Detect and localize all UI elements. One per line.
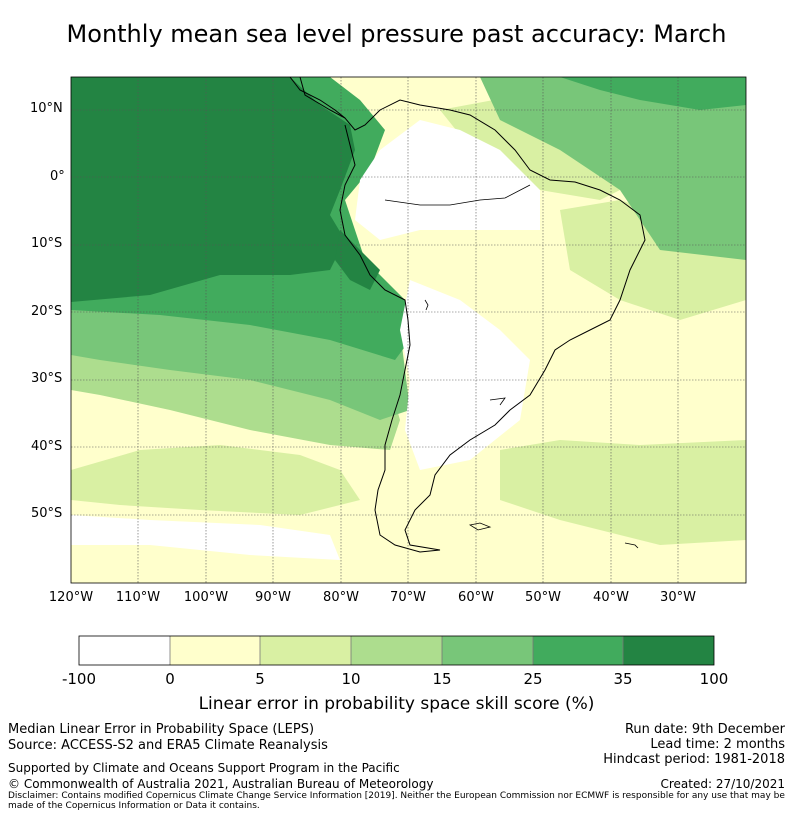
- graticule: [71, 77, 746, 583]
- footer-run-date: Run date: 9th December: [624, 722, 785, 737]
- skill-field: [71, 77, 746, 583]
- colorbar-tick-15: 15: [432, 670, 452, 688]
- colorbar: [78, 635, 715, 666]
- colorbar-dividers: [169, 636, 624, 665]
- footer-lead-time: Lead time: 2 months: [650, 737, 785, 752]
- lon-label-70w: 70°W: [390, 590, 426, 605]
- colorbar-tick-neg100: -100: [61, 670, 97, 688]
- south-georgia: [624, 542, 639, 549]
- colorbar-bin-6: [533, 636, 623, 665]
- map-frame: [70, 76, 747, 584]
- lon-label-90w: 90°W: [255, 590, 291, 605]
- colorbar-label: Linear error in probability space skill …: [198, 694, 595, 714]
- lat-label-10s: 10°S: [31, 236, 63, 251]
- skill-band-below-0-north: [355, 120, 540, 240]
- skill-band-25-35-east: [560, 77, 746, 110]
- footer-method: Median Linear Error in Probability Space…: [8, 722, 315, 737]
- lat-label-20s: 20°S: [31, 304, 63, 319]
- lon-label-40w: 40°W: [593, 590, 629, 605]
- colorbar-tick-25: 25: [523, 670, 543, 688]
- skill-band-35-100-pacific: [71, 77, 355, 302]
- rio-de-la-plata: [489, 397, 506, 406]
- footer-copyright: © Commonwealth of Australia 2021, Austra…: [8, 777, 434, 791]
- lat-label-50s: 50°S: [31, 506, 63, 521]
- colorbar-tick-10: 10: [341, 670, 361, 688]
- lake-titicaca: [424, 299, 429, 311]
- lat-label-0: 0°: [50, 169, 65, 184]
- coastline-south-america: [299, 77, 646, 553]
- lon-label-100w: 100°W: [183, 590, 229, 605]
- falkland-islands: [468, 522, 492, 531]
- colorbar-bin-5: [442, 636, 533, 665]
- footer-hindcast: Hindcast period: 1981-2018: [603, 752, 785, 767]
- colorbar-bin-3: [260, 636, 351, 665]
- footer-source: Source: ACCESS-S2 and ERA5 Climate Reana…: [8, 738, 328, 753]
- footer-created: Created: 27/10/2021: [660, 777, 785, 791]
- colorbar-bin-1: [79, 636, 170, 665]
- colorbar-frame: [78, 635, 715, 666]
- lon-label-110w: 110°W: [115, 590, 161, 605]
- lon-label-50w: 50°W: [525, 590, 561, 605]
- footer-support: Supported by Climate and Oceans Support …: [8, 761, 400, 775]
- colorbar-bin-2: [170, 636, 260, 665]
- colorbar-tick-35: 35: [613, 670, 633, 688]
- colorbar-tick-100: 100: [699, 670, 729, 688]
- skill-band-35-100-coast: [335, 230, 380, 290]
- skill-band-5-10-b: [500, 440, 746, 545]
- skill-band-15-25-east: [480, 77, 746, 260]
- lon-label-60w: 60°W: [458, 590, 494, 605]
- colorbar-tick-5: 5: [255, 670, 265, 688]
- lat-label-30s: 30°S: [31, 371, 63, 386]
- coastline-central-america: [289, 77, 346, 119]
- lon-label-120w: 120°W: [48, 590, 94, 605]
- lon-label-80w: 80°W: [323, 590, 359, 605]
- colorbar-bin-7: [623, 636, 714, 665]
- map-title: Monthly mean sea level pressure past acc…: [66, 20, 727, 48]
- skill-band-5-10: [71, 445, 360, 515]
- river-amazon: [384, 184, 531, 206]
- colorbar-tick-0: 0: [165, 670, 175, 688]
- footer-disclaimer: Disclaimer: Contains modified Copernicus…: [8, 791, 785, 811]
- lon-label-30w: 30°W: [660, 590, 696, 605]
- colorbar-bin-4: [351, 636, 442, 665]
- lat-label-40s: 40°S: [31, 439, 63, 454]
- lat-label-10n: 10°N: [30, 101, 63, 116]
